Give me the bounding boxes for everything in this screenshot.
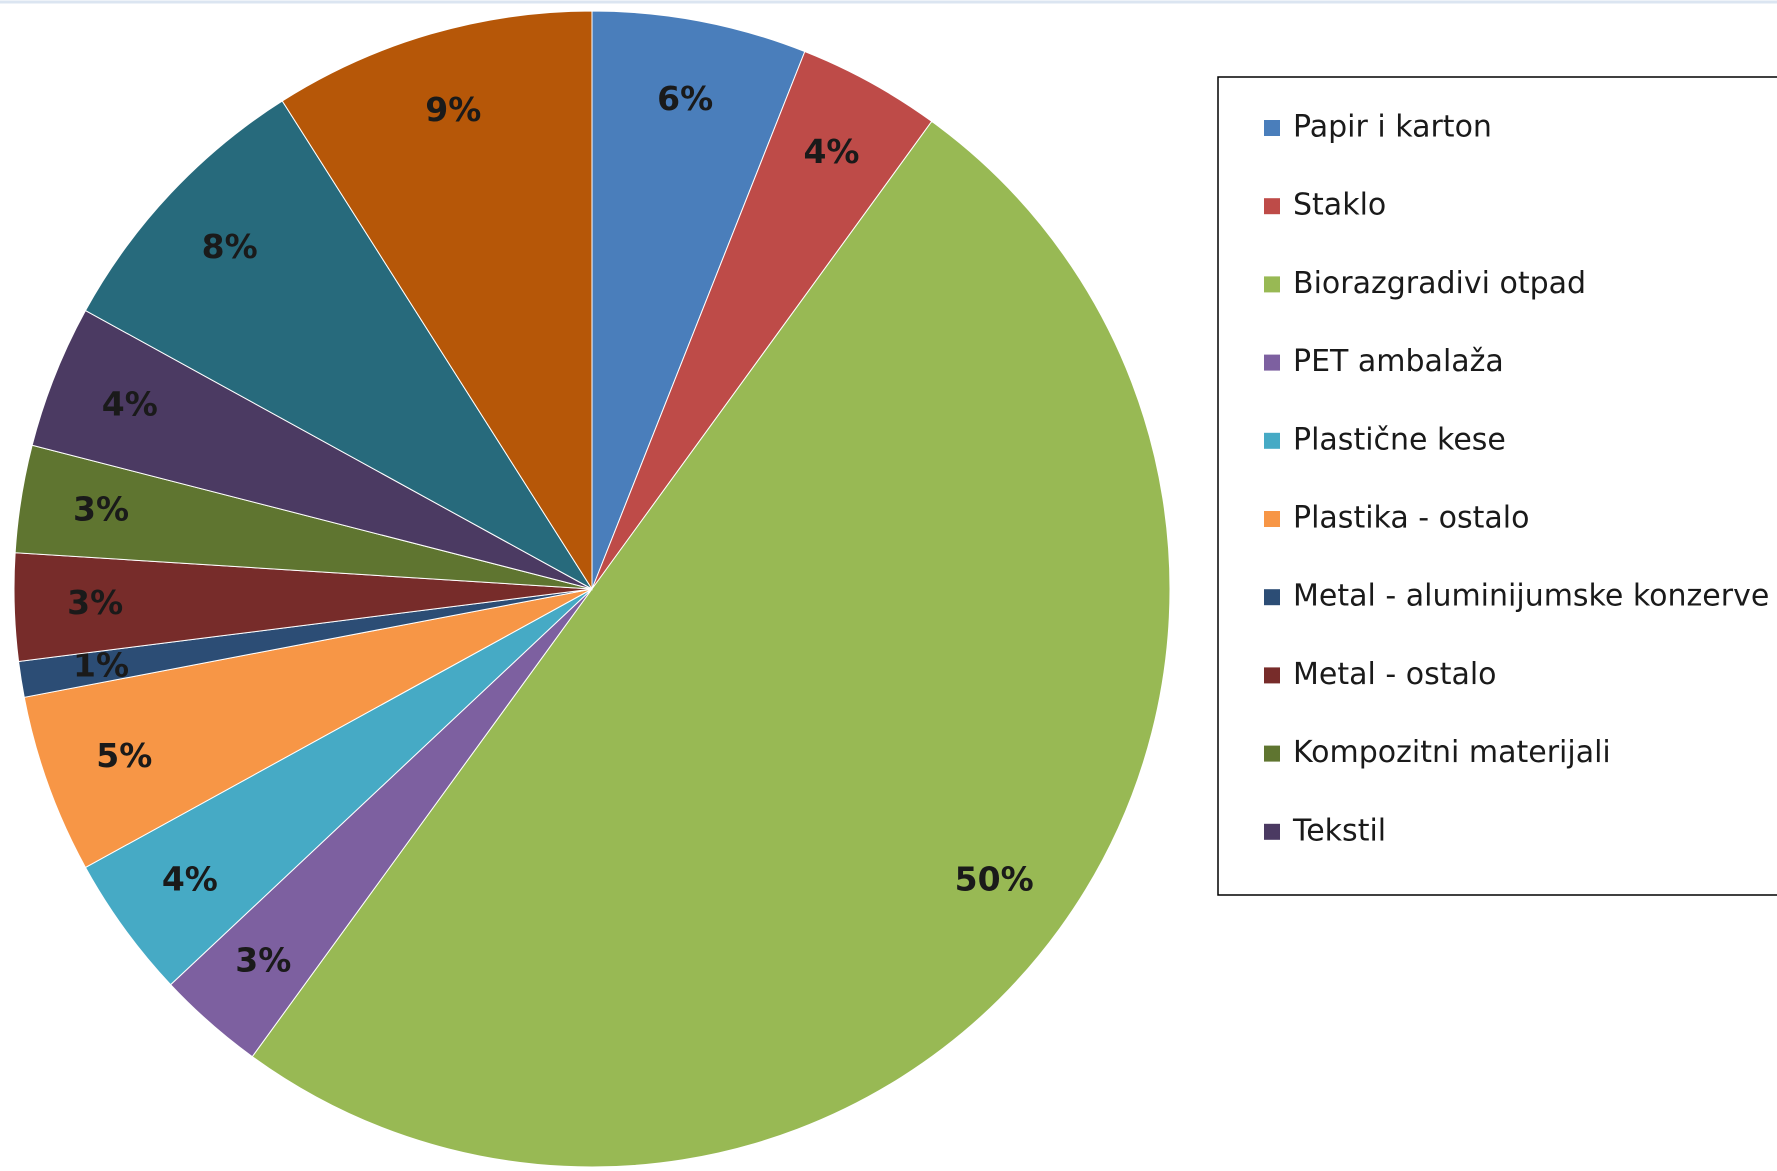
legend-label: Biorazgradivi otpad — [1293, 266, 1586, 301]
legend-label: Metal - ostalo — [1293, 657, 1497, 692]
legend-label: Kompozitni materijali — [1293, 735, 1611, 770]
legend-label: Papir i karton — [1293, 110, 1492, 145]
pie-slice — [23, 588, 593, 869]
legend-swatch — [1264, 432, 1280, 449]
data-label: 4% — [102, 385, 158, 424]
data-label: 50% — [955, 860, 1034, 899]
legend-swatch — [1264, 354, 1280, 371]
legend-label: Tekstil — [1292, 813, 1386, 848]
legend-label: Metal - aluminijumske konzerve — [1293, 579, 1769, 614]
legend-label: Plastične kese — [1293, 422, 1506, 457]
pie-slice — [591, 10, 806, 590]
legend-swatch — [1264, 745, 1280, 762]
legend-swatch — [1264, 667, 1280, 684]
legend-swatch — [1264, 198, 1280, 215]
data-label: 5% — [96, 736, 152, 775]
legend-swatch — [1264, 823, 1280, 840]
pie-slice — [251, 120, 1170, 1168]
legend-swatch — [1264, 276, 1280, 293]
legend-swatch — [1264, 511, 1280, 527]
legend-label: PET ambalaža — [1293, 344, 1504, 379]
data-label: 3% — [67, 583, 123, 622]
legend-label: Plastika - ostalo — [1293, 501, 1529, 536]
legend-label: Staklo — [1293, 188, 1386, 223]
legend-swatch — [1264, 120, 1280, 136]
data-label: 3% — [235, 940, 291, 979]
legend-box — [1217, 76, 1777, 896]
pie-slice — [281, 10, 593, 591]
pie-slice — [84, 100, 593, 590]
data-label: 4% — [162, 860, 218, 899]
data-label: 9% — [425, 90, 481, 129]
data-label: 8% — [202, 227, 258, 266]
data-label: 6% — [657, 79, 713, 118]
data-label: 3% — [73, 490, 129, 529]
legend-swatch — [1264, 589, 1280, 606]
data-label: 4% — [803, 132, 859, 171]
